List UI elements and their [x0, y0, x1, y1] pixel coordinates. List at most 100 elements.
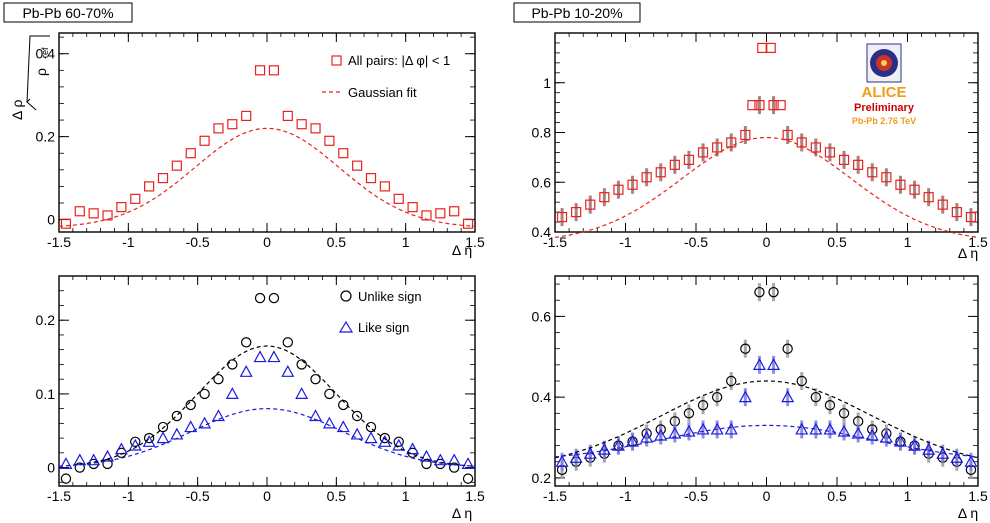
- systematic-error-bar: [687, 422, 691, 441]
- data-point-triangle: [823, 422, 837, 435]
- x-tick-label: 1.5: [968, 488, 988, 504]
- data-point-square: [282, 110, 293, 122]
- x-axis-label: Δ η: [452, 242, 472, 258]
- data-point-square: [613, 184, 624, 195]
- data-point-square: [782, 129, 793, 141]
- systematic-error-bar: [701, 420, 705, 439]
- systematic-error-bar: [729, 420, 733, 439]
- systematic-error-bar: [800, 372, 804, 390]
- legend-marker-circle: [340, 290, 352, 302]
- systematic-error-bar: [870, 426, 874, 445]
- data-point-square: [130, 193, 141, 204]
- data-point-triangle: [865, 428, 879, 441]
- plot-area: -1.5 -1 -0.5 0 0.5 1 1.5 0.2 0.4 0.6: [532, 276, 988, 504]
- systematic-error-bar: [955, 203, 959, 222]
- systematic-error-bar: [673, 424, 677, 443]
- data-point-triangle: [908, 438, 922, 451]
- data-point-square: [379, 181, 390, 192]
- data-point-square: [754, 100, 765, 111]
- systematic-error-bar: [828, 396, 832, 415]
- data-point-circle: [254, 292, 266, 304]
- data-point-circle: [282, 337, 293, 348]
- data-point-square: [324, 135, 335, 146]
- data-point-square: [185, 148, 196, 159]
- data-point-triangle: [461, 457, 475, 469]
- data-point-triangle: [851, 426, 865, 439]
- data-point-square: [853, 159, 864, 170]
- y-tick-label: 0.2: [36, 312, 56, 328]
- x-tick-label: -0.5: [684, 488, 708, 504]
- data-point-square: [421, 210, 432, 221]
- data-point-circle: [462, 473, 474, 484]
- data-point-square: [937, 199, 948, 210]
- systematic-error-bar: [560, 452, 564, 471]
- systematic-error-bar: [659, 163, 663, 182]
- systematic-error-bar: [884, 428, 888, 447]
- data-point-square: [747, 100, 758, 111]
- data-point-triangle: [795, 422, 809, 435]
- systematic-error-bar: [842, 422, 846, 441]
- systematic-error-bar: [687, 150, 691, 169]
- data-point-square: [599, 192, 610, 203]
- panel-top-right: Pb-Pb 10-20% Δ η -1.5 -1 -0.5 0 0.5 1 1.5 0.4 0.…: [513, 2, 988, 261]
- systematic-error-bar: [870, 163, 874, 182]
- data-point-square: [102, 210, 113, 221]
- data-point-triangle: [964, 455, 978, 467]
- systematic-error-bar: [631, 432, 635, 451]
- data-point-square: [74, 206, 85, 217]
- x-tick-label: 0.5: [827, 234, 847, 250]
- data-point-triangle: [239, 365, 253, 377]
- data-point-triangle: [225, 387, 239, 399]
- data-point-circle: [324, 388, 335, 400]
- data-point-square: [796, 137, 807, 148]
- gaussian-fit-line: [58, 127, 476, 227]
- systematic-error-bar: [856, 424, 860, 443]
- alice-event-center-icon: [881, 60, 887, 66]
- data-point-square: [757, 42, 768, 54]
- data-point-square: [365, 173, 377, 184]
- data-point-square: [775, 100, 786, 111]
- data-point-square: [585, 199, 596, 210]
- data-point-circle: [449, 462, 460, 473]
- plot-frame: [554, 32, 979, 233]
- data-point-triangle: [781, 390, 795, 403]
- data-point-circle: [754, 286, 765, 298]
- data-point-triangle: [879, 430, 893, 443]
- data-point-triangle: [597, 442, 611, 455]
- data-point-triangle: [295, 387, 309, 399]
- data-point-square: [697, 147, 709, 158]
- x-tick-label: -1: [122, 234, 135, 250]
- data-point-triangle: [364, 431, 378, 444]
- y-tick-label: 0.4: [532, 224, 552, 240]
- gaussian-fit-line: [58, 407, 476, 467]
- data-point-square: [199, 135, 210, 146]
- data-point-square: [571, 207, 582, 218]
- legend: Unlike sign Like sign: [338, 289, 422, 335]
- data-point-square: [241, 110, 252, 122]
- systematic-error-bar: [786, 388, 790, 407]
- data-point-triangle: [267, 350, 281, 363]
- data-point-circle: [240, 337, 252, 348]
- gaussian-fit-line: [554, 136, 979, 238]
- data-point-square: [213, 123, 224, 134]
- data-point-triangle: [309, 409, 323, 422]
- systematic-error-bar: [701, 396, 705, 415]
- data-point-circle: [351, 410, 363, 422]
- data-point-triangle: [253, 350, 267, 363]
- data-point-circle: [199, 388, 210, 400]
- data-point-square: [951, 207, 962, 218]
- data-point-triangle: [611, 438, 625, 451]
- data-point-square: [641, 172, 652, 183]
- y-axis-label-rho: ρ: [33, 68, 49, 76]
- data-point-square: [449, 206, 460, 217]
- systematic-error-bar: [941, 195, 945, 214]
- data-point-circle: [60, 473, 72, 484]
- data-point-square: [116, 202, 127, 213]
- x-tick-label: 1.5: [465, 234, 485, 250]
- data-point-triangle: [583, 446, 597, 459]
- data-point-circle: [296, 359, 307, 370]
- data-point-triangle: [837, 424, 851, 437]
- data-point-square: [407, 202, 418, 213]
- data-point-triangle: [350, 427, 364, 440]
- systematic-error-bar: [757, 283, 761, 302]
